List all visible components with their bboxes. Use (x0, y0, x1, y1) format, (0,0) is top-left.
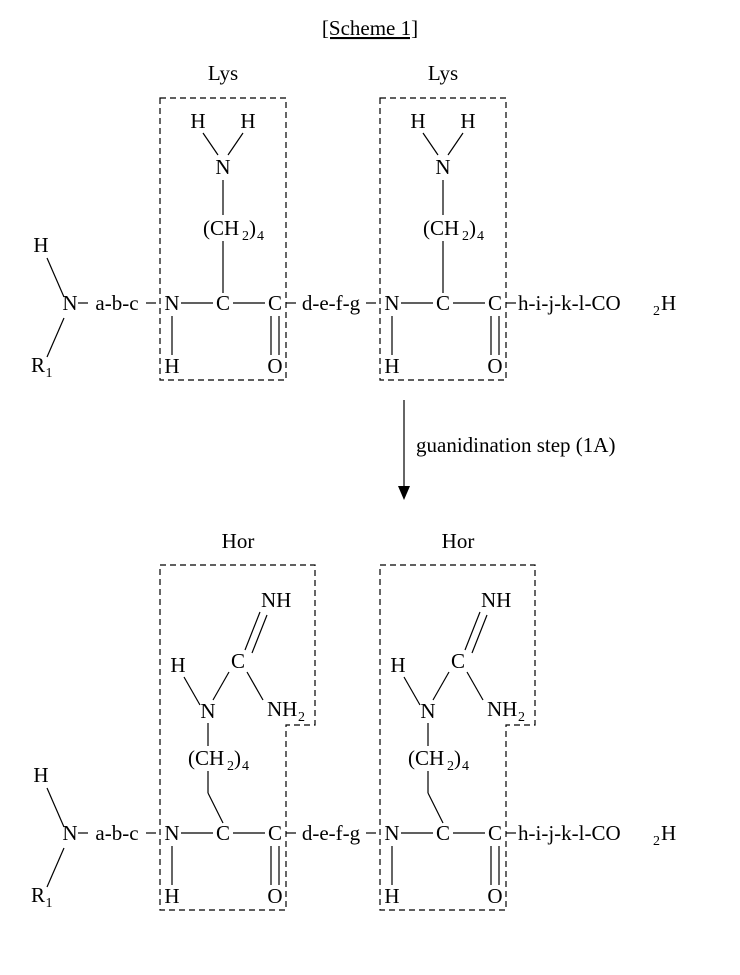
lys-C-carbonyl: C (268, 291, 282, 315)
hor-O: O (487, 884, 502, 908)
backbone-right: h-i-j-k-l-CO (518, 291, 621, 315)
lys-C-carbonyl: C (488, 291, 502, 315)
lys-C-alpha: C (216, 291, 230, 315)
hor-H-bottom: H (164, 884, 179, 908)
hor-NH-top: NH (261, 588, 291, 612)
lys-amide-N: N (164, 291, 179, 315)
hor-label: Hor (222, 529, 255, 553)
hor-N-left: N (420, 699, 435, 723)
hor-label: Hor (442, 529, 475, 553)
hor-2-group: Hor NH C NH 2 N H (CH 2 ) 4 N C C (380, 529, 535, 910)
lys-CH2-n: 4 (477, 229, 484, 244)
hor-C-top: C (231, 649, 245, 673)
lys-label: Lys (428, 61, 458, 85)
hor-amide-N: N (164, 821, 179, 845)
backbone-right-H: H (661, 821, 676, 845)
hor-CH2-n: 4 (242, 759, 249, 774)
hor-CH2-close: ) (234, 746, 241, 770)
hor-H-left: H (390, 653, 405, 677)
backbone-mid: d-e-f-g (302, 821, 361, 845)
lys-CH2-sub: 2 (462, 229, 469, 244)
top-structure: H N R 1 a-b-c Lys H H N (CH 2 ) 4 (31, 61, 676, 381)
hor-amide-N: N (384, 821, 399, 845)
hor-H-bottom: H (384, 884, 399, 908)
lys-O: O (267, 354, 282, 378)
backbone-right-H: H (661, 291, 676, 315)
nterm-R1-sub: 1 (46, 896, 53, 911)
lys-C-alpha: C (436, 291, 450, 315)
lys-H-right: H (460, 109, 475, 133)
hor-1-box (160, 565, 315, 910)
hor-C-carbonyl: C (268, 821, 282, 845)
reaction-arrow: guanidination step (1A) (398, 400, 615, 500)
hor-NH2-sub: 2 (518, 710, 525, 725)
lys-CH2: (CH (203, 216, 239, 240)
nterm-R1: R (31, 883, 45, 907)
lys-CH2-n: 4 (257, 229, 264, 244)
nterm-R1-sub: 1 (46, 366, 53, 381)
hor-CH2-n: 4 (462, 759, 469, 774)
lys-H-left: H (410, 109, 425, 133)
hor-NH2: NH (487, 697, 517, 721)
scheme-title: [Scheme 1] (322, 16, 418, 40)
lys-CH2: (CH (423, 216, 459, 240)
hor-C-alpha: C (436, 821, 450, 845)
lys-label: Lys (208, 61, 238, 85)
lys-1-group: Lys H H N (CH 2 ) 4 N C C H (160, 61, 286, 380)
lys-CH2-close: ) (249, 216, 256, 240)
backbone-left: a-b-c (95, 821, 138, 845)
hor-C-alpha: C (216, 821, 230, 845)
lys-H-bottom: H (164, 354, 179, 378)
bottom-structure: H N R 1 a-b-c Hor NH C NH 2 N H (31, 529, 676, 911)
nterm-H: H (33, 763, 48, 787)
backbone-left: a-b-c (95, 291, 138, 315)
lys-H-left: H (190, 109, 205, 133)
lys-N: N (215, 155, 230, 179)
nterm-N: N (62, 291, 77, 315)
hor-C-carbonyl: C (488, 821, 502, 845)
nterm-top: H N R 1 (31, 233, 78, 381)
hor-O: O (267, 884, 282, 908)
hor-NH-top: NH (481, 588, 511, 612)
backbone-right: h-i-j-k-l-CO (518, 821, 621, 845)
hor-1-group: Hor NH C NH 2 N H (CH 2 ) 4 N (160, 529, 315, 910)
hor-CH2-sub: 2 (227, 759, 234, 774)
nterm-R1: R (31, 353, 45, 377)
lys-CH2-sub: 2 (242, 229, 249, 244)
nterm-bot: H N R 1 (31, 763, 78, 911)
arrow-label: guanidination step (1A) (416, 433, 615, 457)
hor-2-box (380, 565, 535, 910)
lys-H-right: H (240, 109, 255, 133)
lys-2-group: Lys H H N (CH 2 ) 4 N C C H O (380, 61, 506, 380)
backbone-right-sub: 2 (653, 304, 660, 319)
lys-CH2-close: ) (469, 216, 476, 240)
hor-H-left: H (170, 653, 185, 677)
backbone-right-sub: 2 (653, 834, 660, 849)
hor-N-left: N (200, 699, 215, 723)
hor-CH2: (CH (188, 746, 224, 770)
hor-C-top: C (451, 649, 465, 673)
backbone-mid: d-e-f-g (302, 291, 361, 315)
hor-CH2-close: ) (454, 746, 461, 770)
lys-O: O (487, 354, 502, 378)
nterm-N: N (62, 821, 77, 845)
lys-amide-N: N (384, 291, 399, 315)
hor-CH2-sub: 2 (447, 759, 454, 774)
scheme-svg: [Scheme 1] H N R 1 a-b-c Lys H H N (0, 0, 740, 970)
nterm-H: H (33, 233, 48, 257)
hor-NH2-sub: 2 (298, 710, 305, 725)
lys-N: N (435, 155, 450, 179)
hor-NH2: NH (267, 697, 297, 721)
lys-H-bottom: H (384, 354, 399, 378)
hor-CH2: (CH (408, 746, 444, 770)
